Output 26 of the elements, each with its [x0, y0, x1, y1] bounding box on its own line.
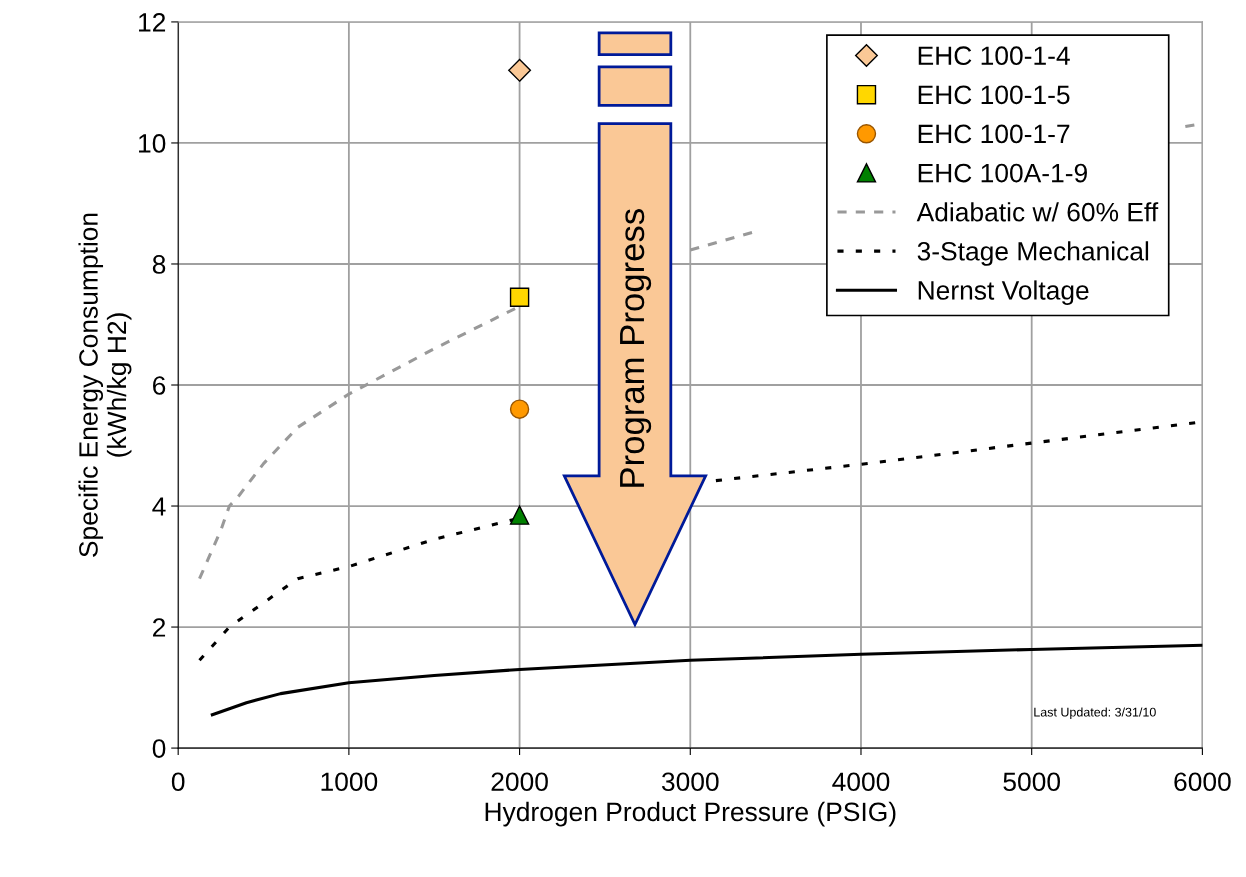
- x-tick-label: 5000: [1003, 772, 1061, 792]
- x-tick-label: 1000: [321, 772, 378, 792]
- legend-label: 3-Stage Mechanical: [917, 241, 1149, 266]
- legend-label: EHC 100-1-7: [918, 124, 1070, 144]
- legend-label: Nernst Voltage: [918, 280, 1089, 305]
- annotation: Program Progress: [620, 209, 652, 487]
- x-tick-label: 6000: [1174, 772, 1231, 792]
- x-axis-title: Hydrogen Product Pressure (PSIG): [485, 801, 896, 827]
- y-axis-title: Specific Energy Consumption (kWh/kg H2): [78, 213, 132, 557]
- legend-label: EHC 100-1-5: [918, 85, 1070, 105]
- y-tick-label: 2: [153, 618, 166, 637]
- x-tick-label: 0: [171, 772, 185, 792]
- x-tick-label: 4000: [832, 772, 890, 792]
- legend-label: EHC 100A-1-9: [918, 163, 1087, 183]
- line-series: [210, 643, 1203, 717]
- y-tick-label: 0: [152, 739, 166, 758]
- x-tick-label: 3000: [661, 772, 719, 792]
- y-tick-label: 12: [139, 13, 166, 32]
- x-tick-label: 2000: [491, 772, 548, 792]
- annotation: Last Updated: 3/31/10: [1034, 707, 1156, 720]
- y-tick-label: 10: [139, 134, 166, 153]
- y-tick-label: 8: [152, 255, 166, 274]
- y-tick-label: 6: [153, 376, 166, 395]
- y-tick-label: 4: [152, 497, 166, 516]
- legend-label: Adiabatic w/ 60% Eff: [916, 202, 1159, 222]
- legend-label: EHC 100-1-4: [918, 46, 1070, 66]
